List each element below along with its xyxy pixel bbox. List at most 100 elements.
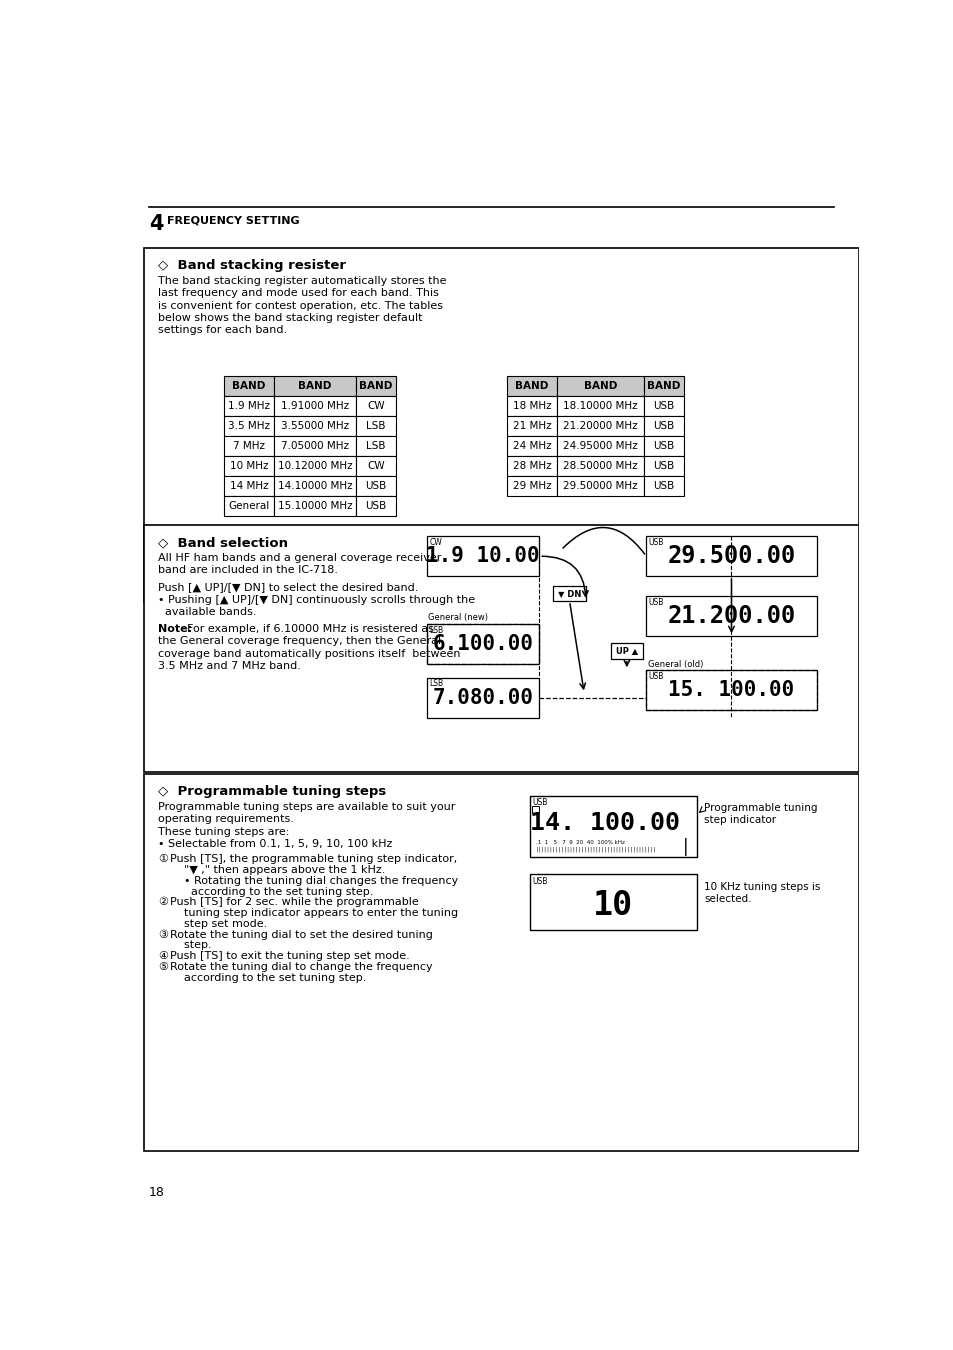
Text: according to the set tuning step.: according to the set tuning step. [171,973,366,983]
Text: 1.9 MHz: 1.9 MHz [228,401,270,412]
Text: BAND: BAND [233,381,266,392]
Text: 29.50000 MHz: 29.50000 MHz [562,481,638,491]
Text: 1.91000 MHz: 1.91000 MHz [280,401,349,412]
Bar [224,416,274,436]
Text: For example, if 6.10000 MHz is resistered as: For example, if 6.10000 MHz is resistere… [187,624,434,634]
Text: • Pushing [▲ UP]/[▼ DN] continuously scrolls through the: • Pushing [▲ UP]/[▼ DN] continuously scr… [158,595,475,605]
Bar [224,436,274,456]
Text: The band stacking register automatically stores the: The band stacking register automatically… [158,275,446,286]
Text: coverage band automatically positions itself  between: coverage band automatically positions it… [158,648,460,659]
Text: 18.10000 MHz: 18.10000 MHz [562,401,638,412]
Bar [144,525,858,772]
Text: settings for each band.: settings for each band. [158,325,287,335]
Text: 7.05000 MHz: 7.05000 MHz [280,441,349,451]
Text: 28.50000 MHz: 28.50000 MHz [562,462,638,471]
Bar [557,377,643,396]
Text: USB: USB [532,798,547,807]
Bar [506,396,557,416]
Bar [643,436,683,456]
Text: Rotate the tuning dial to set the desired tuning: Rotate the tuning dial to set the desire… [171,930,433,940]
Bar [427,624,538,664]
Bar [645,536,816,576]
Text: 3.5 MHz and 7 MHz band.: 3.5 MHz and 7 MHz band. [158,662,300,671]
Text: 10 KHz tuning steps is
selected.: 10 KHz tuning steps is selected. [703,882,820,903]
Text: available bands.: available bands. [158,608,256,617]
Text: • Rotating the tuning dial changes the frequency: • Rotating the tuning dial changes the f… [171,876,458,886]
Text: • Selectable from 0.1, 1, 5, 9, 10, 100 kHz: • Selectable from 0.1, 1, 5, 9, 10, 100 … [158,838,392,849]
Text: CW: CW [367,401,384,412]
Text: CW: CW [367,462,384,471]
Bar [274,456,355,477]
Text: BAND: BAND [647,381,680,392]
Bar [427,678,538,718]
Text: LSB: LSB [366,441,385,451]
Text: ①: ① [158,855,168,864]
Text: step set mode.: step set mode. [171,919,268,929]
Text: 6.100.00: 6.100.00 [432,634,533,653]
Bar [224,396,274,416]
Text: 21 MHz: 21 MHz [512,421,551,431]
Text: is convenient for contest operation, etc. The tables: is convenient for contest operation, etc… [158,301,442,310]
Text: 7.080.00: 7.080.00 [432,688,533,707]
Text: ◇  Band stacking resister: ◇ Band stacking resister [158,259,346,271]
Bar [557,436,643,456]
Text: General: General [228,501,270,512]
Bar [557,416,643,436]
Text: band are included in the IC-718.: band are included in the IC-718. [158,566,337,575]
Bar [557,477,643,497]
Bar [506,456,557,477]
Text: 29 MHz: 29 MHz [512,481,551,491]
Text: 29.500.00: 29.500.00 [667,544,795,568]
Text: USB: USB [653,421,674,431]
Text: 3.5 MHz: 3.5 MHz [228,421,270,431]
Text: Programmable tuning
step indicator: Programmable tuning step indicator [703,803,817,825]
Bar [610,643,642,659]
Bar [274,377,355,396]
Bar [553,586,585,601]
Text: .1  1   5   7  9  20  40  100% kHz: .1 1 5 7 9 20 40 100% kHz [536,840,624,845]
Bar [506,436,557,456]
Text: USB: USB [648,598,663,606]
Text: FREQUENCY SETTING: FREQUENCY SETTING [167,216,299,225]
Text: 24 MHz: 24 MHz [512,441,551,451]
Text: ||||||||||||||||||||||||||||||||||||||||||: ||||||||||||||||||||||||||||||||||||||||… [536,846,657,852]
Text: USB: USB [365,481,386,491]
Bar [645,597,816,636]
Text: USB: USB [532,876,547,886]
Bar [224,477,274,497]
Text: 21.20000 MHz: 21.20000 MHz [562,421,638,431]
Text: the General coverage frequency, then the General: the General coverage frequency, then the… [158,636,440,647]
Text: LSB: LSB [429,625,443,634]
Text: |: | [682,838,687,856]
Bar [557,396,643,416]
Text: 15. 100.00: 15. 100.00 [668,680,794,701]
Bar [274,477,355,497]
Text: BAND: BAND [583,381,617,392]
Text: Push [TS] to exit the tuning step set mode.: Push [TS] to exit the tuning step set mo… [171,952,410,961]
Text: LSB: LSB [429,679,443,688]
Bar [355,477,395,497]
Text: ◇  Band selection: ◇ Band selection [158,536,288,549]
Text: ②: ② [158,898,168,907]
Text: 15.10000 MHz: 15.10000 MHz [277,501,352,512]
Bar [532,806,537,813]
Text: USB: USB [653,462,674,471]
Bar [274,436,355,456]
Text: BAND: BAND [515,381,548,392]
Text: last frequency and mode used for each band. This: last frequency and mode used for each ba… [158,289,438,298]
Text: 28 MHz: 28 MHz [512,462,551,471]
Text: Push [▲ UP]/[▼ DN] to select the desired band.: Push [▲ UP]/[▼ DN] to select the desired… [158,582,418,593]
Bar [427,536,538,576]
Bar [355,396,395,416]
Text: tuning step indicator appears to enter the tuning: tuning step indicator appears to enter t… [171,909,458,918]
Text: 18: 18 [149,1187,165,1199]
Text: USB: USB [365,501,386,512]
Text: 1.9 10.00: 1.9 10.00 [426,547,539,566]
Text: USB: USB [653,441,674,451]
Bar [355,416,395,436]
Bar [144,774,858,1152]
Text: operating requirements.: operating requirements. [158,814,294,825]
Bar [427,624,538,664]
Bar [506,416,557,436]
Text: General (new): General (new) [428,613,488,622]
